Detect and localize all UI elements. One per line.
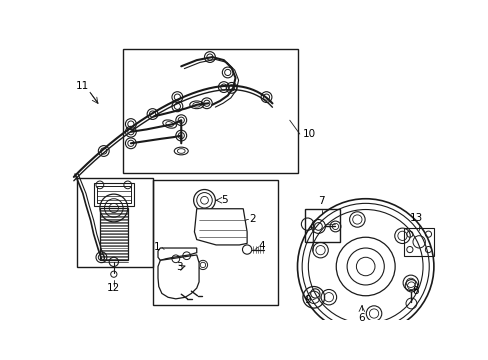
- Bar: [123, 49, 297, 172]
- Text: 7: 7: [318, 197, 324, 206]
- Text: 1: 1: [153, 242, 160, 252]
- Text: 5: 5: [221, 195, 228, 205]
- Polygon shape: [158, 248, 196, 260]
- Text: 8: 8: [411, 286, 418, 296]
- Text: 2: 2: [249, 214, 256, 224]
- Bar: [100, 208, 127, 260]
- Bar: [77, 178, 152, 266]
- Text: 10: 10: [302, 129, 315, 139]
- Text: 11: 11: [76, 81, 89, 91]
- Text: 4: 4: [258, 241, 265, 251]
- Text: 3: 3: [176, 261, 183, 271]
- Bar: [305, 209, 340, 242]
- Text: 13: 13: [408, 213, 422, 222]
- Text: 6: 6: [358, 313, 365, 323]
- Bar: [404, 228, 433, 256]
- Bar: [97, 186, 131, 203]
- Polygon shape: [194, 209, 246, 245]
- Text: 12: 12: [107, 283, 120, 293]
- Bar: [152, 180, 278, 305]
- Bar: [94, 183, 134, 206]
- Text: 9: 9: [304, 294, 310, 305]
- Polygon shape: [158, 255, 199, 299]
